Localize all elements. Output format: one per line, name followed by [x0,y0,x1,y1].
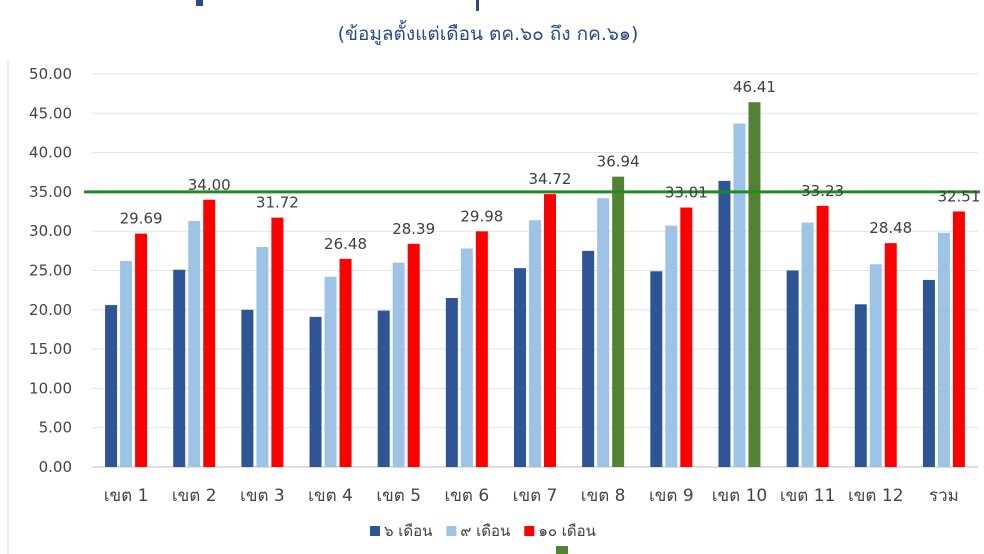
legend-label: ๖ เดือน [384,522,432,540]
y-tick-label: 15.00 [29,340,72,358]
x-tick-label: เขต 2 [172,486,217,506]
bar [582,250,595,467]
x-tick-label: เขต 12 [848,486,904,506]
legend-swatch [446,526,457,536]
bar [922,279,935,467]
legend-swatch [524,526,535,536]
bar [884,243,897,467]
bar [339,258,352,467]
bars [105,102,965,468]
bar [544,194,556,467]
x-axis: เขต 1 เขต 2 เขต 3 เขต 4 เขต 5 เขต 6 เขต 7 เขต 8… [104,486,959,506]
y-tick-label: 30.00 [29,222,72,240]
bar [377,310,390,467]
data-label: 34.00 [188,176,231,194]
bar [271,217,284,467]
data-label: 29.69 [120,210,163,228]
bar [665,225,678,467]
bar [529,220,541,467]
x-tick-label: เขต 6 [444,486,489,506]
legend: ๖ เดือน ๙ เดือน ๑๐ เดือน [370,522,596,554]
bar [869,264,882,467]
data-label: 29.98 [460,207,503,225]
x-tick-label: เขต 10 [712,486,768,506]
legend-label: ๑๐ เดือน [538,522,596,540]
x-tick-label: เขต 7 [513,486,558,506]
bar [748,102,761,467]
bar [445,298,458,467]
bar [241,309,254,467]
x-tick-label: รวม [929,486,959,506]
bar [612,176,625,467]
bar [407,243,420,467]
bar [188,220,201,467]
data-label: 31.72 [256,194,299,212]
bar [203,199,216,467]
data-label: 36.94 [597,153,640,171]
data-label: 32.51 [937,187,980,205]
y-tick-label: 0.00 [39,458,72,476]
bar [718,180,731,467]
bar [173,269,186,467]
y-axis: 0.00 5.00 10.00 15.00 20.00 25.00 30.00 35.00 40… [29,65,72,476]
y-tick-label: 45.00 [29,104,72,122]
data-labels: 29.69 34.00 31.72 26.48 28.39 29.98 34.72 36.94… [120,78,981,253]
bar [854,304,867,467]
bar [937,232,950,467]
bar [786,270,799,467]
data-label: 46.41 [733,78,776,96]
bar [309,316,322,467]
data-label: 26.48 [324,235,367,253]
x-tick-label: เขต 4 [308,486,353,506]
y-tick-label: 35.00 [29,183,72,201]
x-tick-label: เขต 5 [376,486,421,506]
cropped-title-fragment [476,0,479,11]
y-tick-label: 20.00 [29,301,72,319]
legend-swatch [370,526,380,536]
bar [733,123,746,467]
bar [120,261,133,467]
x-tick-label: เขต 3 [240,486,285,506]
bar [135,233,148,467]
bar [460,248,473,467]
bar [952,211,965,467]
data-label: 28.48 [869,219,912,237]
chart-subtitle: (ข้อมูลตั้งแต่เดือน ตค.๖๐ ถึง กค.๖๑) [338,20,639,45]
bar [392,262,405,467]
y-tick-label: 50.00 [29,65,72,83]
bar [801,222,814,467]
x-tick-label: เขต 1 [104,486,149,506]
y-tick-label: 10.00 [29,379,72,397]
y-tick-label: 25.00 [29,262,72,280]
x-tick-label: เขต 9 [649,486,694,506]
y-tick-label: 40.00 [29,144,72,162]
data-label: 28.39 [392,220,435,238]
legend-label: ๙ เดือน [460,522,510,540]
bar [256,246,269,467]
data-label: 34.72 [529,170,572,188]
x-tick-label: เขต 8 [581,486,626,506]
x-tick-label: เขต 11 [780,486,836,506]
data-label: 33.23 [801,182,844,200]
bar [650,271,663,467]
legend-swatch [556,546,568,554]
bar [816,205,829,467]
bar [324,276,337,467]
cropped-title-fragment [196,0,203,6]
bar [597,198,610,468]
bar [514,268,526,467]
bar [475,231,488,467]
y-tick-label: 5.00 [39,419,72,437]
data-label: 33.01 [665,184,708,202]
bar [105,305,118,467]
bar [680,207,693,468]
